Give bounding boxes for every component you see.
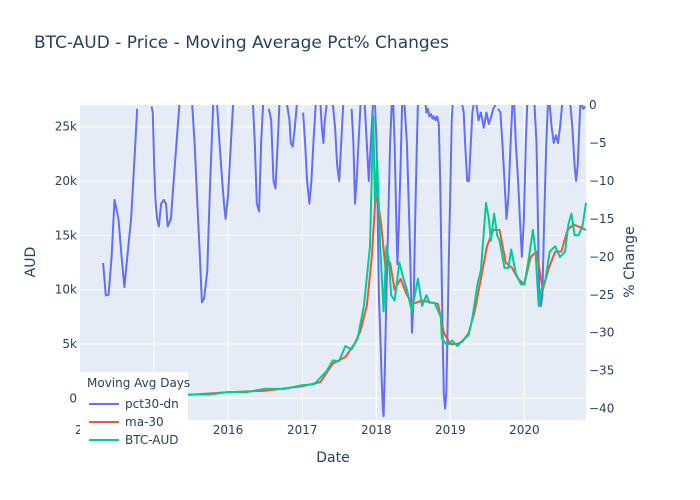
y-tick-label: 5k xyxy=(62,337,77,351)
legend-label: BTC-AUD xyxy=(125,433,179,447)
series-line-pct30-dn xyxy=(497,104,514,220)
y-tick-label: 0 xyxy=(69,391,77,405)
series-line-btc-aud xyxy=(79,114,587,396)
series-line-pct30-dn xyxy=(216,104,235,220)
y-tick-label: 15k xyxy=(55,228,77,242)
legend-item-pct30-dn[interactable]: pct30-dn xyxy=(89,397,179,411)
legend-item-ma-30[interactable]: ma-30 xyxy=(89,415,164,429)
x-tick-label: 2017 xyxy=(287,423,318,437)
series-line-pct30-dn xyxy=(461,104,475,182)
series-line-pct30-dn xyxy=(580,104,586,110)
series-line-pct30-dn xyxy=(319,104,328,144)
y-axis-title: AUD xyxy=(23,247,39,278)
y2-tick-label: −30 xyxy=(589,326,614,340)
legend: Moving Avg Days pct30-dn ma-30 BTC-AUD xyxy=(80,372,190,450)
x-tick-label: 2018 xyxy=(361,423,392,437)
series-line-pct30-dn xyxy=(102,108,139,297)
legend-title: Moving Avg Days xyxy=(87,376,190,390)
series-line-pct30-dn xyxy=(403,104,419,334)
legend-label: pct30-dn xyxy=(125,397,179,411)
series-line-pct30-dn xyxy=(533,104,549,308)
y-tick-label: 25k xyxy=(55,120,77,134)
y2-tick-label: −25 xyxy=(589,288,614,302)
series-line-pct30-dn xyxy=(475,104,497,129)
x-tick-label: 2019 xyxy=(435,423,466,437)
x-tick-label: 2016 xyxy=(213,423,244,437)
y2-tick-label: −40 xyxy=(589,402,614,416)
series-line-pct30-dn xyxy=(513,104,529,258)
y-tick-label: 10k xyxy=(55,283,77,297)
series-line-pct30-dn xyxy=(374,104,393,418)
chart-title: BTC-AUD - Price - Moving Average Pct% Ch… xyxy=(34,33,449,53)
y-axis-ticks: 0 5k 10k 15k 20k 25k xyxy=(55,120,77,406)
plot-background xyxy=(80,105,586,420)
legend-box xyxy=(80,372,188,450)
series-line-pct30-dn xyxy=(252,104,265,213)
x-tick-label: 2020 xyxy=(509,423,540,437)
series-line-pct30-dn xyxy=(191,104,215,304)
y-tick-label: 20k xyxy=(55,174,77,188)
series-line-pct30-dn xyxy=(302,104,317,205)
series-line-pct30-dn xyxy=(267,104,281,190)
series-line-pct30-dn xyxy=(392,104,404,266)
series-line-pct30-dn xyxy=(150,104,181,228)
series-line-pct30-dn xyxy=(350,104,362,205)
y2-tick-label: 0 xyxy=(589,98,597,112)
y2-tick-label: −20 xyxy=(589,250,614,264)
y2-tick-label: −15 xyxy=(589,212,614,226)
series-line-pct30-dn xyxy=(331,104,345,182)
series-layer xyxy=(79,104,587,418)
legend-item-btc-aud[interactable]: BTC-AUD xyxy=(89,433,179,447)
x-axis-title: Date xyxy=(316,450,349,466)
y2-tick-label: −10 xyxy=(589,174,614,188)
legend-label: ma-30 xyxy=(125,415,164,429)
y2-axis-title: % Change xyxy=(622,226,638,297)
series-line-pct30-dn xyxy=(548,104,564,144)
series-line-pct30-dn xyxy=(286,104,298,148)
series-line-pct30-dn xyxy=(424,104,454,410)
series-line-pct30-dn xyxy=(569,104,582,182)
y2-tick-label: −5 xyxy=(589,136,607,150)
series-line-pct30-dn xyxy=(363,104,374,182)
y2-axis-ticks: 0 −5 −10 −15 −20 −25 −30 −35 −40 xyxy=(589,98,614,416)
y2-tick-label: −35 xyxy=(589,364,614,378)
